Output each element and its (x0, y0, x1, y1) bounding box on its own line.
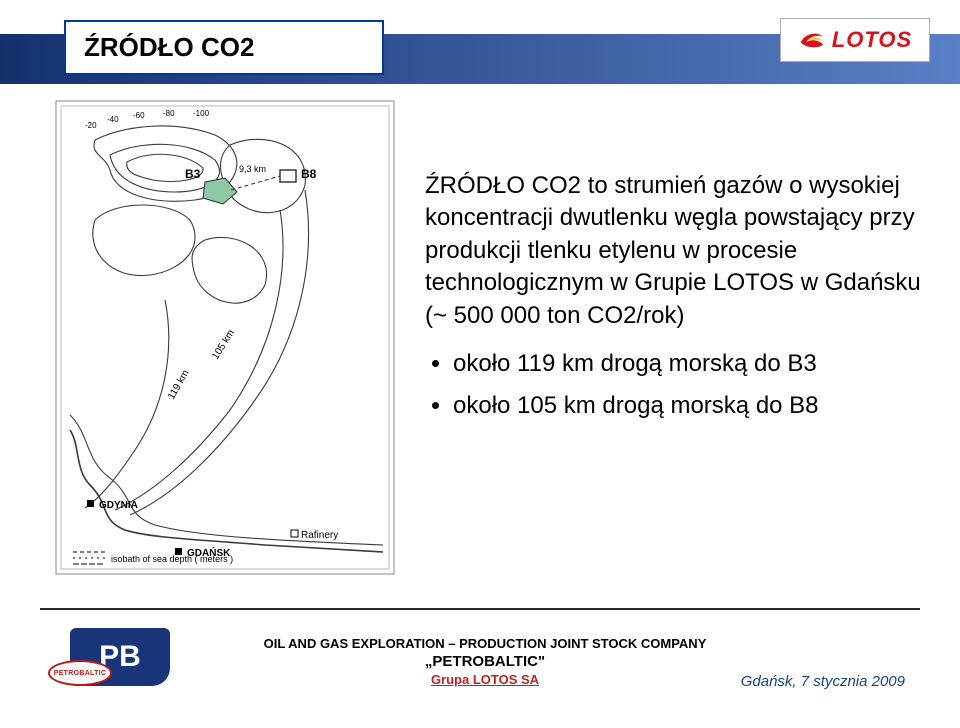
footer-line2: „PETROBALTIC" (205, 653, 765, 670)
map-depth-80: -80 (163, 109, 175, 118)
petrobaltic-logo-box: PB PETROBALTIC (70, 628, 170, 686)
map-depth-100: -100 (193, 109, 210, 118)
petrobaltic-ellipse: PETROBALTIC (48, 660, 112, 686)
body-bullets: około 119 km drogą morską do B3 około 10… (425, 348, 935, 423)
footer-rule (40, 608, 920, 610)
lotos-wordmark: LOTOS (832, 27, 912, 53)
map-label-refinery: Rafinery (301, 530, 338, 541)
petrobaltic-logo: PB PETROBALTIC (70, 628, 190, 706)
lotos-logo: LOTOS (780, 18, 930, 62)
footer: PB PETROBALTIC OIL AND GAS EXPLORATION –… (0, 618, 960, 718)
footer-date: Gdańsk, 7 stycznia 2009 (741, 673, 905, 690)
map-label-b8: B8 (301, 167, 317, 181)
map-label-93km: 9,3 km (239, 164, 266, 174)
petrobaltic-name: PETROBALTIC (54, 670, 107, 677)
map-legend-isobath: isobath of sea depth ( meters ) (111, 554, 233, 564)
footer-center: OIL AND GAS EXPLORATION – PRODUCTION JOI… (205, 636, 765, 687)
map-label-b3: B3 (185, 167, 201, 181)
footer-line1: OIL AND GAS EXPLORATION – PRODUCTION JOI… (205, 636, 765, 651)
map-figure: B3 B8 9,3 km 105 km 119 km -20 -40 -60 -… (55, 100, 395, 575)
bullet-2: około 105 km drogą morską do B8 (453, 390, 935, 422)
map-label-gdynia: GDYNIA (99, 500, 138, 511)
slide-title: ŹRÓDŁO CO2 (84, 32, 254, 63)
slide-root: ŹRÓDŁO CO2 LOTOS (0, 0, 960, 728)
bullet-1: około 119 km drogą morską do B3 (453, 348, 935, 380)
map-depth-60: -60 (133, 111, 145, 120)
footer-line3: Grupa LOTOS SA (205, 672, 765, 687)
lotos-swirl-icon (798, 29, 826, 51)
body-block: ŹRÓDŁO CO2 to strumień gazów o wysokiej … (425, 170, 935, 433)
map-depth-20: -20 (85, 121, 97, 130)
map-depth-40: -40 (107, 115, 119, 124)
slide-title-box: ŹRÓDŁO CO2 (64, 20, 384, 75)
body-paragraph: ŹRÓDŁO CO2 to strumień gazów o wysokiej … (425, 170, 935, 332)
